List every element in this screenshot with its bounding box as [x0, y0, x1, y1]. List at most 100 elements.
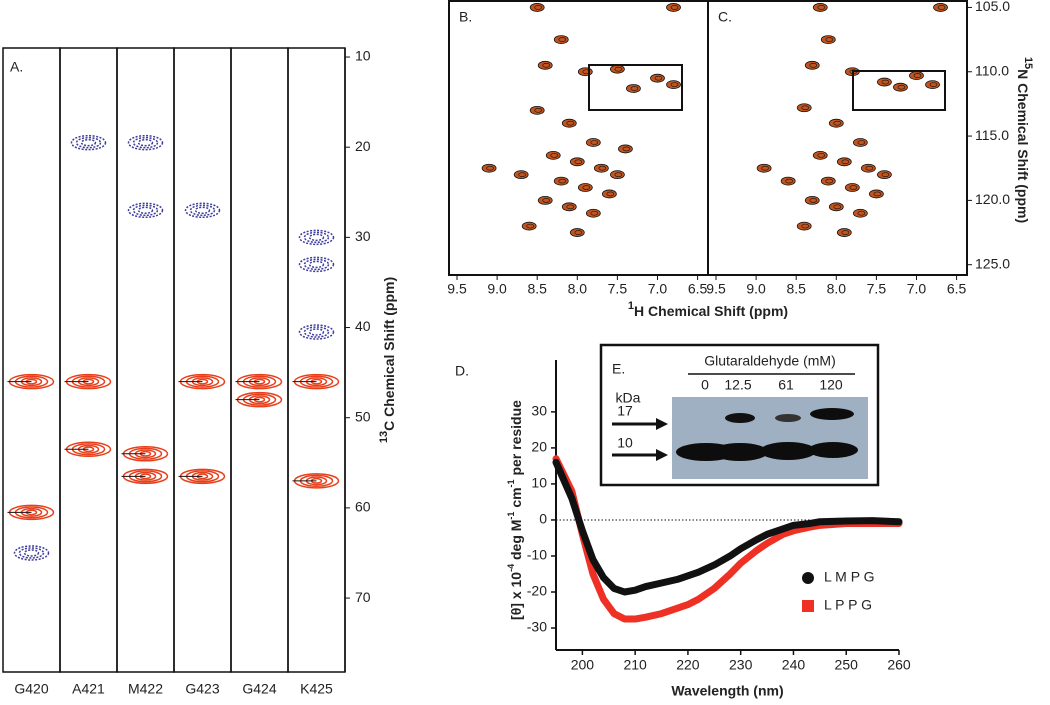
contour	[828, 118, 844, 128]
contour	[804, 60, 820, 70]
contour	[609, 170, 625, 180]
axis-label-sup: 13	[378, 431, 390, 443]
contour	[877, 170, 892, 180]
contour	[23, 549, 40, 557]
contour	[833, 120, 842, 126]
contour	[836, 157, 852, 167]
contour	[812, 3, 828, 12]
peak	[529, 3, 545, 12]
contour	[593, 163, 609, 173]
lane-label: 12.5	[724, 377, 751, 393]
peak	[569, 157, 585, 167]
negative-peak	[298, 229, 335, 246]
panel-label: D.	[455, 363, 469, 379]
contour	[127, 202, 164, 219]
axis-label: 13C Chemical Shift (ppm)	[378, 277, 397, 443]
x-tick-label: 220	[676, 657, 700, 673]
positive-peak	[121, 468, 169, 485]
negative-peak	[298, 256, 335, 273]
x-tick-label: 8.5	[786, 281, 806, 297]
band	[760, 442, 816, 460]
y-tick-label: 110.0	[975, 62, 1009, 78]
contour	[809, 63, 818, 68]
contour	[893, 82, 908, 92]
contour	[550, 153, 559, 158]
contour	[761, 165, 769, 171]
y-axis-label-part: -1	[506, 512, 516, 520]
contour	[132, 204, 159, 217]
contour	[828, 202, 844, 212]
peak	[812, 3, 828, 12]
contour	[521, 221, 537, 231]
contour	[841, 230, 850, 235]
axis-label-text: H Chemical Shift (ppm)	[634, 303, 788, 319]
positive-peak	[121, 446, 169, 462]
peak	[561, 118, 577, 128]
contour	[529, 3, 545, 12]
contour	[852, 138, 868, 147]
series-line	[552, 455, 903, 623]
contour	[518, 172, 526, 177]
contour	[132, 136, 159, 149]
contour	[857, 210, 866, 216]
contour	[553, 35, 569, 44]
x-tick-label: 9.5	[447, 281, 467, 297]
contour	[303, 258, 330, 271]
contour	[298, 229, 335, 246]
peak	[481, 163, 497, 173]
contour	[844, 183, 860, 192]
contour	[817, 5, 826, 10]
peak	[796, 221, 812, 231]
peak	[585, 208, 601, 218]
y-tick-label: 30	[531, 403, 547, 419]
series-line	[552, 458, 903, 596]
contour	[756, 163, 772, 173]
y-tick-label: 10	[355, 48, 371, 64]
contour	[585, 208, 601, 218]
band	[712, 443, 768, 461]
marker-label: 17	[617, 403, 633, 419]
contour	[933, 3, 948, 12]
peak	[521, 221, 537, 231]
band	[725, 413, 755, 423]
contour	[534, 108, 543, 113]
legend-label: L M P G	[824, 569, 875, 585]
contour	[13, 545, 50, 561]
y-tick-label: 20	[531, 439, 547, 455]
contour	[833, 204, 842, 210]
contour	[298, 256, 335, 273]
x-tick-label: 250	[835, 657, 859, 673]
lane-label: 61	[778, 377, 794, 393]
contour	[18, 547, 45, 559]
contour	[666, 3, 681, 12]
contour	[577, 67, 593, 77]
panel-label: A.	[10, 59, 23, 75]
peak	[852, 208, 868, 218]
y-tick-label: 20	[355, 138, 371, 154]
contour	[303, 326, 330, 338]
negative-peak	[127, 134, 164, 151]
y-tick-label: 105.0	[975, 0, 1010, 14]
contour	[127, 134, 164, 151]
contour	[925, 80, 940, 90]
strip-label: K425	[300, 681, 333, 697]
contour	[852, 208, 868, 218]
peak	[601, 189, 617, 199]
x-tick-label: 8.5	[527, 281, 547, 297]
contour	[897, 84, 906, 90]
axis-label-sup: 15	[1022, 57, 1034, 69]
strip-label: M422	[128, 681, 163, 697]
strip-label: A421	[72, 681, 105, 697]
x-tick-label: 9.0	[487, 281, 507, 297]
strip-label: G423	[185, 681, 219, 697]
arrow-head	[656, 449, 668, 461]
y-tick-label: -30	[527, 619, 547, 635]
strip-frame	[287, 47, 346, 673]
strip-frame	[230, 47, 289, 673]
x-tick-label: 240	[782, 657, 806, 673]
zoom-box	[852, 70, 946, 111]
peak	[860, 163, 876, 173]
contour	[529, 105, 545, 115]
y-axis-label-part: per residue	[508, 400, 524, 480]
axis-label-text: C Chemical Shift (ppm)	[381, 277, 397, 431]
